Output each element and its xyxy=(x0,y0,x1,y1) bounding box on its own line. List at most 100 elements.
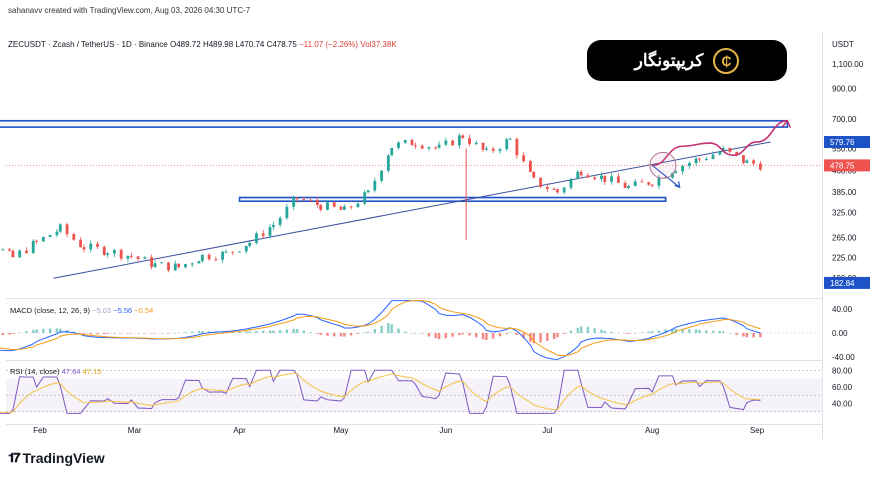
macd-histogram-bar xyxy=(326,333,329,336)
candle-body xyxy=(332,202,336,207)
candle-body xyxy=(704,158,708,160)
macd-histogram-bar xyxy=(556,333,559,338)
candle-body xyxy=(505,139,509,150)
candle-body xyxy=(136,256,140,259)
candle-body xyxy=(711,154,715,159)
candle-body xyxy=(397,142,400,148)
candle-body xyxy=(745,160,749,163)
macd-histogram-bar xyxy=(309,332,312,333)
rsi-tick-label: 60.00 xyxy=(832,383,853,392)
macd-histogram-bar xyxy=(221,331,224,333)
macd-histogram-bar xyxy=(671,328,674,333)
macd-histogram-bar xyxy=(688,329,691,333)
candle-body xyxy=(238,251,241,253)
month-label: Aug xyxy=(645,426,659,435)
candle-body xyxy=(207,254,211,260)
macd-histogram-bar xyxy=(160,333,163,334)
candle-body xyxy=(18,250,22,258)
price-tag xyxy=(824,136,870,149)
macd-histogram-bar xyxy=(742,333,745,337)
tradingview-logo[interactable]: 𝟏𝟕 TradingView xyxy=(8,450,105,466)
candle-body xyxy=(79,239,82,248)
macd-histogram-bar xyxy=(295,329,299,333)
candle-body xyxy=(72,234,76,240)
macd-histogram-bar xyxy=(363,332,366,334)
candle-body xyxy=(380,170,383,181)
macd-histogram-bar xyxy=(278,330,282,333)
macd-histogram-bar xyxy=(387,323,390,333)
price-axis-border xyxy=(822,32,823,440)
macd-histogram-bar xyxy=(201,331,204,333)
rsi-tick-label: 40.00 xyxy=(832,399,853,408)
month-label: Sep xyxy=(750,426,765,435)
candle-body xyxy=(457,135,461,146)
macd-histogram-bar xyxy=(674,328,678,333)
candle-body xyxy=(342,206,346,210)
month-label: Feb xyxy=(33,426,47,435)
candle-body xyxy=(65,224,69,235)
macd-histogram-bar xyxy=(410,333,414,334)
candle-body xyxy=(150,257,154,268)
candle-body xyxy=(113,249,116,254)
macd-histogram-bar xyxy=(650,331,654,333)
rsi-line xyxy=(0,369,761,414)
price-tick-label: 325.00 xyxy=(832,209,857,218)
macd-histogram-bar xyxy=(546,333,549,341)
macd-histogram-bar xyxy=(593,328,596,333)
volume-value: Vol37.38K xyxy=(360,40,397,49)
candle-body xyxy=(177,263,181,268)
candle-body xyxy=(650,184,654,186)
candle-body xyxy=(539,177,542,187)
macd-histogram-bar xyxy=(718,330,721,333)
candle-body xyxy=(742,154,745,163)
candle-body xyxy=(386,155,390,171)
candle-body xyxy=(11,250,15,258)
macd-histogram-bar xyxy=(373,329,377,333)
price-tick-label: 225.00 xyxy=(832,254,857,263)
macd-histogram-bar xyxy=(698,329,701,333)
macd-histogram-bar xyxy=(515,333,519,335)
candle-body xyxy=(508,138,512,140)
candle-body xyxy=(41,236,45,242)
price-tick-label: 385.00 xyxy=(832,188,857,197)
macd-histogram-bar xyxy=(55,328,59,333)
candle-body xyxy=(579,171,583,176)
macd-histogram-bar xyxy=(640,332,644,333)
candle-body xyxy=(96,243,99,247)
candle-body xyxy=(173,263,177,271)
rsi-ma-line xyxy=(0,372,761,414)
macd-histogram-bar xyxy=(576,327,579,333)
candle-body xyxy=(600,175,603,180)
resistance-zone xyxy=(238,196,667,203)
candle-body xyxy=(119,249,123,259)
candle-body xyxy=(610,176,613,182)
candle-body xyxy=(292,197,296,207)
candle-body xyxy=(718,151,722,155)
symbol-name: ZECUSDT · Zcash / TetherUS · 1D · Binanc… xyxy=(8,40,168,49)
macd-histogram-bar xyxy=(434,333,437,339)
candle-body xyxy=(586,175,590,178)
candle-body xyxy=(698,158,701,160)
macd-histogram-bar xyxy=(103,333,106,335)
candle-body xyxy=(278,217,282,225)
candle-body xyxy=(468,138,471,145)
candle-body xyxy=(752,160,756,164)
macd-histogram-bar xyxy=(491,333,495,339)
candle-body xyxy=(532,171,536,178)
candle-body xyxy=(160,262,164,264)
close-value: C478.75 xyxy=(266,40,297,49)
macd-signal-value: −0.54 xyxy=(134,306,154,315)
macd-histogram-bar xyxy=(458,333,461,336)
candle-body xyxy=(427,147,431,149)
macd-histogram-bar xyxy=(552,333,556,340)
macd-histogram-bar xyxy=(711,330,715,333)
macd-histogram-bar xyxy=(380,325,383,333)
candle-body xyxy=(647,182,651,185)
macd-histogram-bar xyxy=(119,333,123,334)
macd-histogram-bar xyxy=(79,333,82,334)
candle-body xyxy=(681,165,684,172)
candle-body xyxy=(224,251,228,253)
macd-histogram-bar xyxy=(268,330,272,333)
macd-histogram-bar xyxy=(759,333,762,338)
